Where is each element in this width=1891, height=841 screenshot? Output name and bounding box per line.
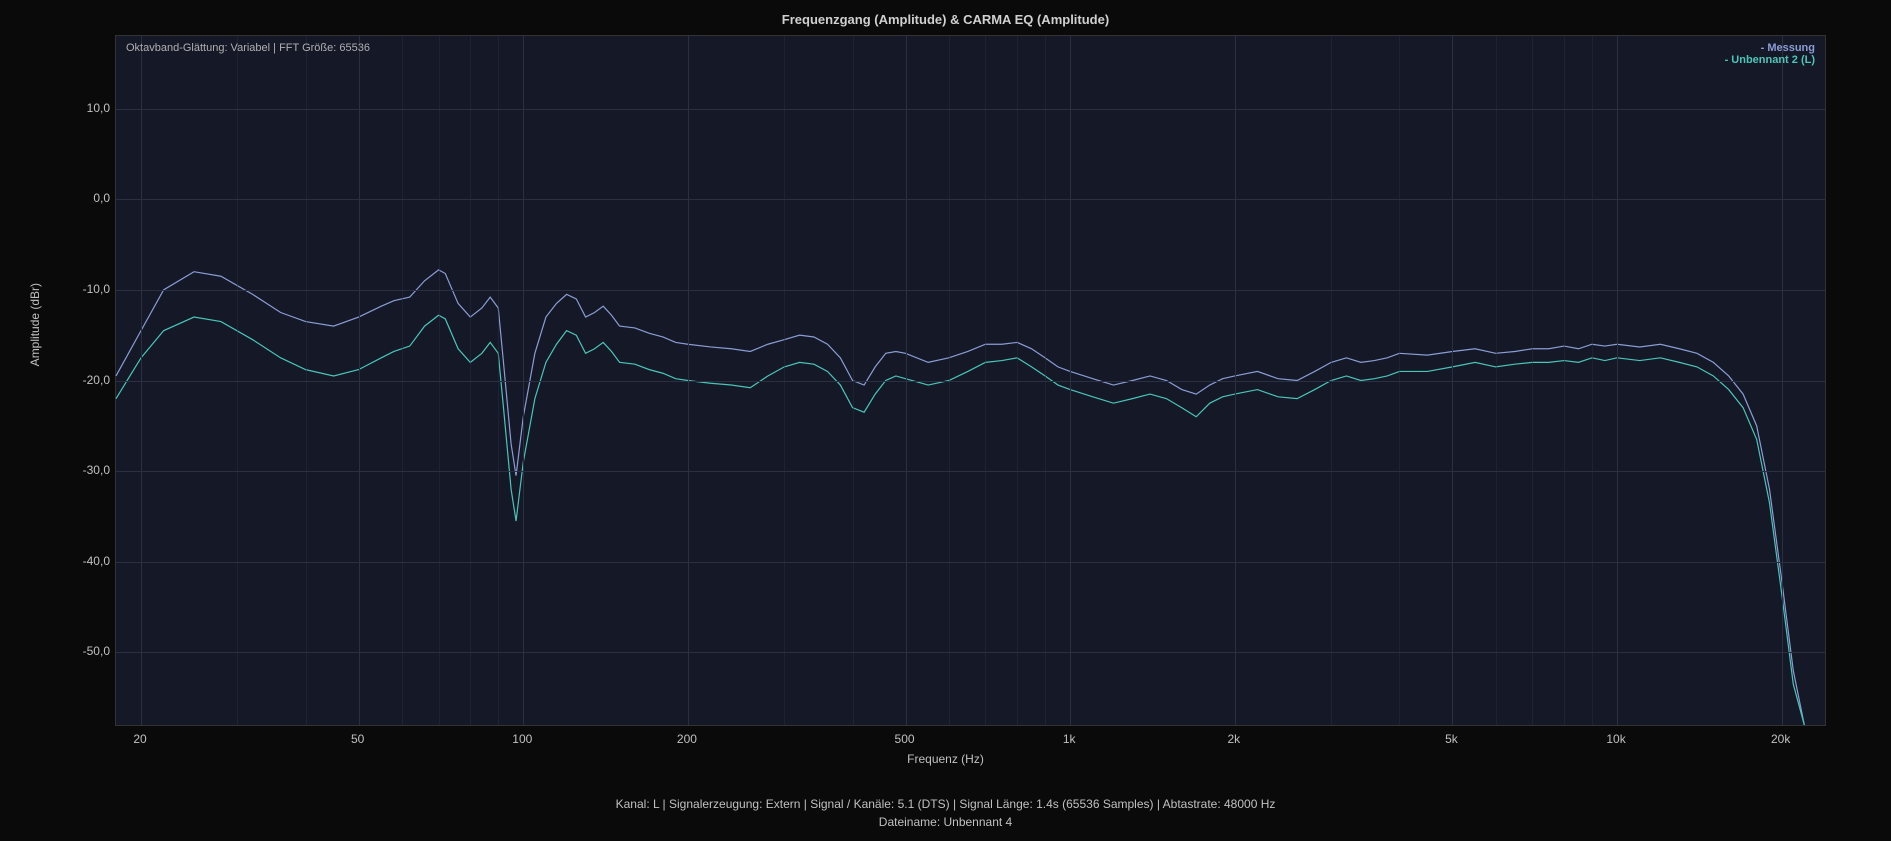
grid-v-minor: [985, 36, 986, 725]
x-tick-label: 1k: [1063, 732, 1076, 746]
series-line: [116, 315, 1804, 725]
footer-line2: Dateiname: Unbennant 4: [0, 815, 1891, 829]
grid-v-minor: [1564, 36, 1565, 725]
x-tick-label: 5k: [1445, 732, 1458, 746]
chart-container: Amplitude (dBr) Oktavband-Glättung: Vari…: [35, 35, 1856, 766]
y-tick-label: -10,0: [60, 282, 110, 296]
grid-h: [116, 199, 1825, 200]
x-tick-label: 20k: [1771, 732, 1790, 746]
y-axis-label: Amplitude (dBr): [28, 282, 42, 365]
x-tick-label: 200: [677, 732, 697, 746]
legend-series-1: - Messung: [1725, 42, 1815, 54]
footer: Kanal: L | Signalerzeugung: Extern | Sig…: [0, 797, 1891, 829]
x-tick-label: 100: [512, 732, 532, 746]
x-tick-label: 10k: [1606, 732, 1625, 746]
grid-v: [1070, 36, 1071, 725]
grid-h: [116, 652, 1825, 653]
grid-v-minor: [1045, 36, 1046, 725]
grid-v-minor: [470, 36, 471, 725]
grid-v: [1452, 36, 1453, 725]
grid-h: [116, 562, 1825, 563]
grid-v: [523, 36, 524, 725]
legend: - Messung - Unbennant 2 (L): [1725, 42, 1815, 66]
grid-v-minor: [949, 36, 950, 725]
series-line: [116, 270, 1804, 725]
grid-v-minor: [1017, 36, 1018, 725]
plot-area: Oktavband-Glättung: Variabel | FFT Größe…: [115, 35, 1826, 726]
grid-v: [141, 36, 142, 725]
grid-v: [1235, 36, 1236, 725]
grid-v: [688, 36, 689, 725]
grid-h: [116, 109, 1825, 110]
grid-v-minor: [1331, 36, 1332, 725]
grid-v-minor: [1496, 36, 1497, 725]
grid-v-minor: [1399, 36, 1400, 725]
grid-v: [1617, 36, 1618, 725]
grid-v: [359, 36, 360, 725]
grid-h: [116, 381, 1825, 382]
y-tick-label: 0,0: [60, 191, 110, 205]
footer-line1: Kanal: L | Signalerzeugung: Extern | Sig…: [0, 797, 1891, 811]
x-tick-label: 500: [895, 732, 915, 746]
chart-title: Frequenzgang (Amplitude) & CARMA EQ (Amp…: [0, 0, 1891, 27]
grid-v: [906, 36, 907, 725]
grid-v-minor: [784, 36, 785, 725]
y-tick-label: -40,0: [60, 554, 110, 568]
grid-v-minor: [237, 36, 238, 725]
grid-h: [116, 471, 1825, 472]
grid-v-minor: [402, 36, 403, 725]
y-tick-label: -30,0: [60, 463, 110, 477]
grid-h: [116, 290, 1825, 291]
info-label: Oktavband-Glättung: Variabel | FFT Größe…: [126, 42, 370, 54]
x-tick-label: 50: [351, 732, 364, 746]
x-tick-label: 2k: [1227, 732, 1240, 746]
grid-v-minor: [439, 36, 440, 725]
y-tick-label: -50,0: [60, 644, 110, 658]
grid-v-minor: [498, 36, 499, 725]
grid-v-minor: [306, 36, 307, 725]
grid-v: [1782, 36, 1783, 725]
grid-v-minor: [1592, 36, 1593, 725]
x-tick-label: 20: [133, 732, 146, 746]
y-tick-label: -20,0: [60, 373, 110, 387]
grid-v-minor: [853, 36, 854, 725]
legend-series-2: - Unbennant 2 (L): [1725, 54, 1815, 66]
grid-v-minor: [1532, 36, 1533, 725]
x-axis-label: Frequenz (Hz): [907, 752, 984, 766]
y-tick-label: 10,0: [60, 101, 110, 115]
